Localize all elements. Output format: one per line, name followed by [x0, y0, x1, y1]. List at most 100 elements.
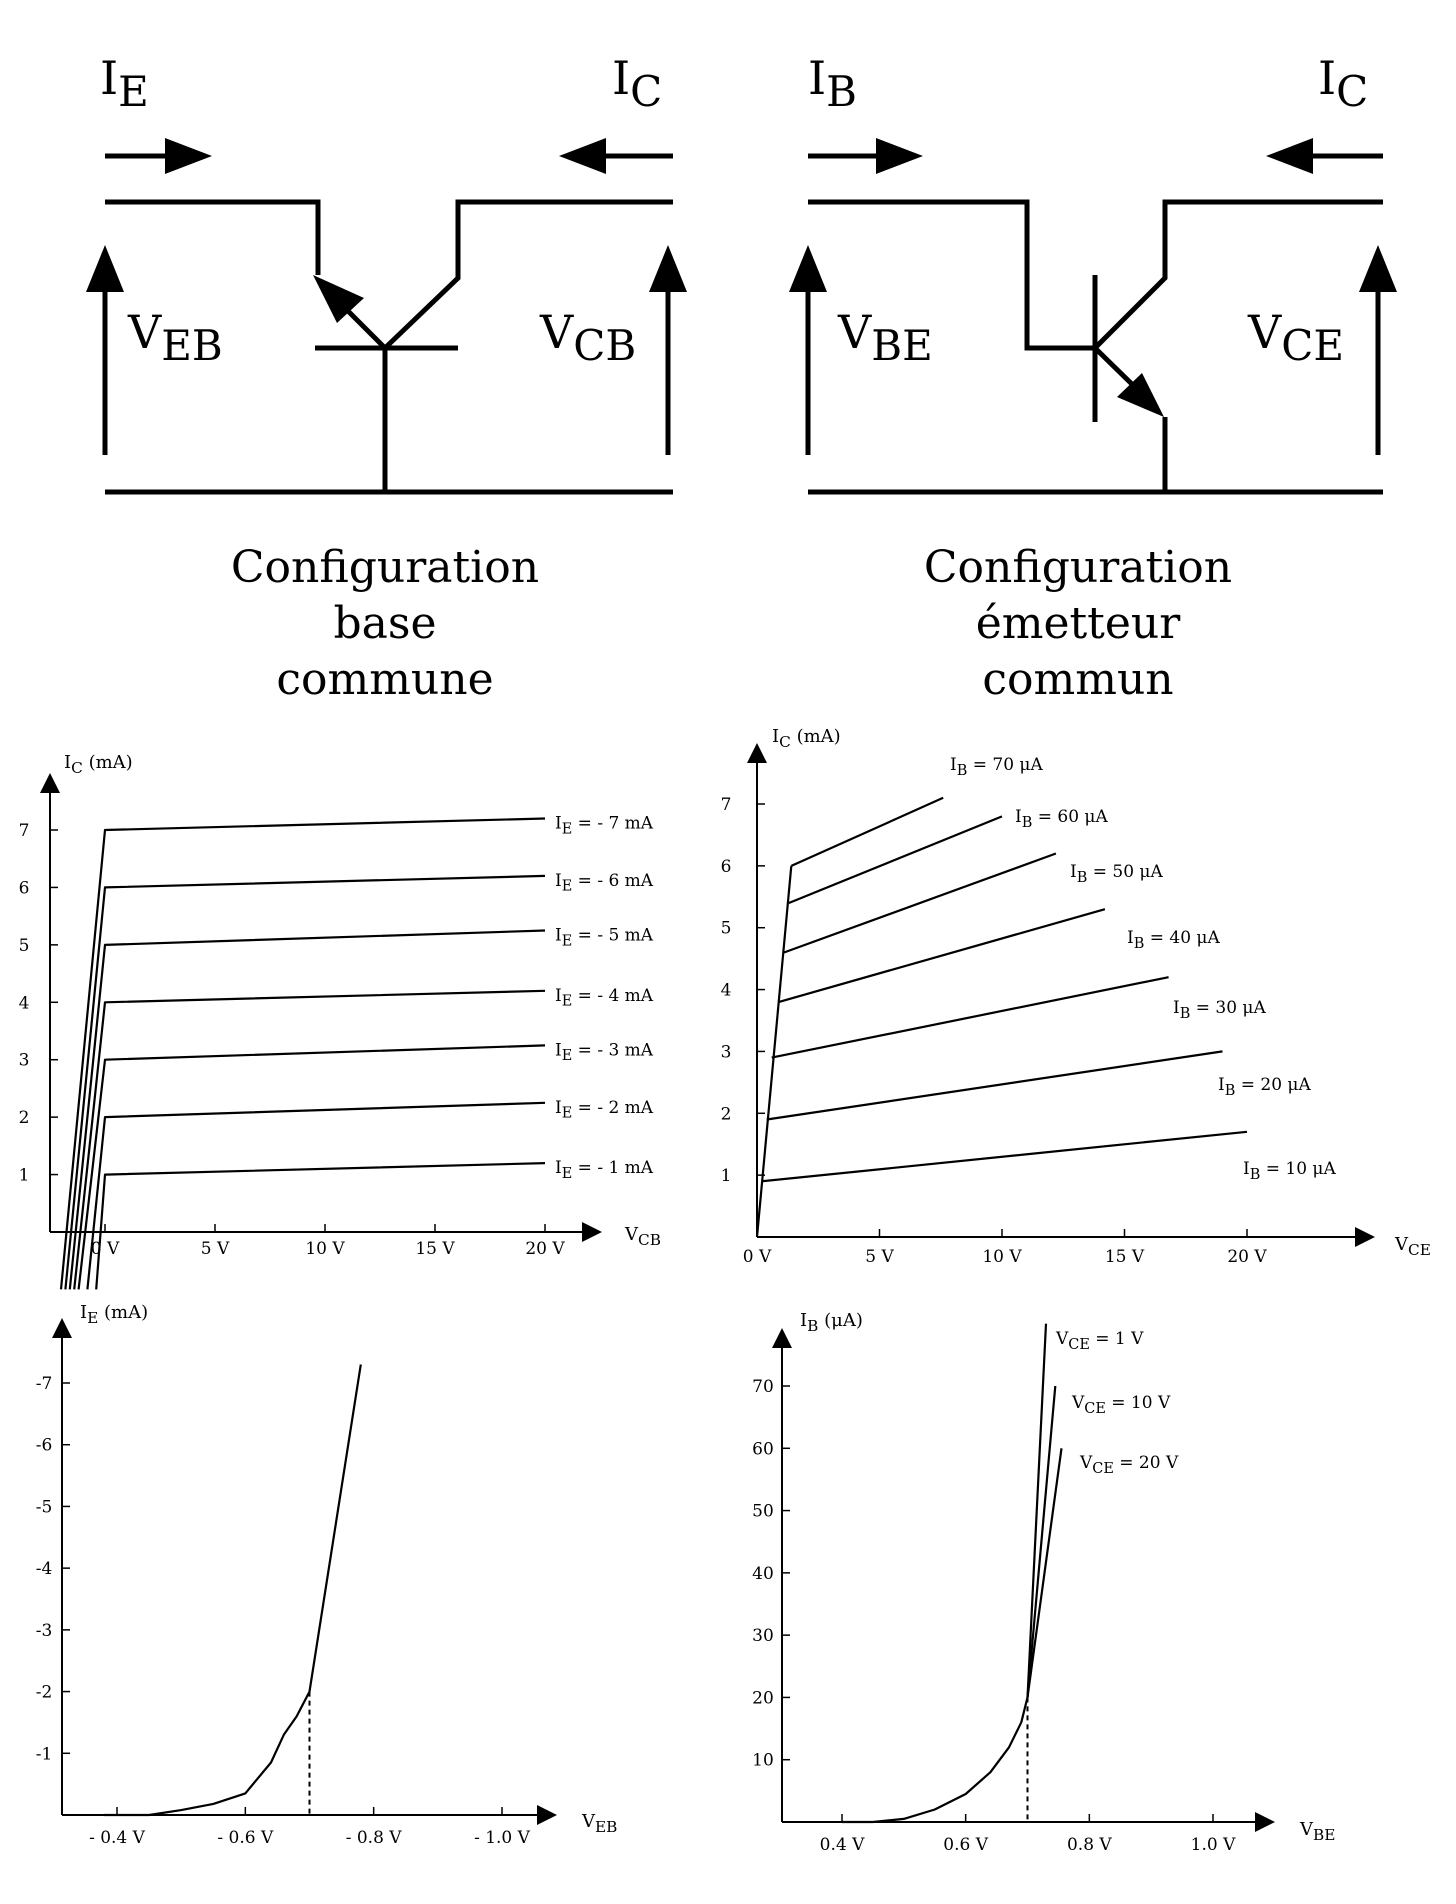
- y-axis-label: IE (mA): [80, 1302, 148, 1327]
- y-tick-label: 10: [752, 1751, 774, 1771]
- caption-line: Configuration: [230, 542, 540, 593]
- collector-wire: [383, 199, 673, 350]
- y-tick-label: -5: [36, 1497, 53, 1517]
- x-tick-label: 0.8 V: [1067, 1835, 1112, 1855]
- x-tick-label: 0.6 V: [943, 1835, 988, 1855]
- y-tick-label: 7: [721, 795, 732, 815]
- axis-arrowhead: [40, 773, 60, 793]
- series-label: IB = 60 μA: [1015, 807, 1108, 831]
- x-axis-label: VEB: [581, 1811, 617, 1836]
- x-tick-label: 5 V: [201, 1239, 230, 1259]
- series-line: [778, 908, 1106, 1003]
- common-emitter-schematic: [789, 138, 1397, 495]
- common-base-labels: IE IC VEB VCB: [100, 51, 662, 370]
- series-line: [788, 815, 1003, 905]
- chart-1: 1 2 3 4 5 6 7 0 V 5 V 10 V 15 V 20 V IC (mA) VCB IE = …: [19, 752, 661, 1290]
- y-tick-label: -6: [36, 1436, 53, 1456]
- series-label: VCE = 1 V: [1055, 1329, 1144, 1353]
- series-line: [59, 817, 546, 1290]
- emitter-wire: [105, 199, 321, 275]
- veb-label: VEB: [127, 305, 223, 370]
- x-tick-label: 0 V: [743, 1247, 772, 1267]
- series-line: [761, 1130, 1248, 1183]
- axis-arrowhead: [1355, 1227, 1375, 1247]
- characteristic-charts: 1 2 3 4 5 6 7 0 V 5 V 10 V 15 V 20 V IC (mA) VCB IE = …: [19, 726, 1431, 1855]
- x-tick-label: 10 V: [982, 1247, 1022, 1267]
- series-label: IB = 50 μA: [1070, 862, 1163, 886]
- caption-line: base: [333, 598, 437, 649]
- y-tick-label: 5: [721, 919, 732, 939]
- series-line: [842, 1323, 1048, 1824]
- series-line: [1026, 1385, 1057, 1698]
- caption-line: Configuration: [923, 542, 1233, 593]
- y-tick-label: -3: [36, 1621, 53, 1641]
- y-tick-label: 20: [752, 1688, 774, 1708]
- series-label: IB = 10 μA: [1243, 1159, 1336, 1183]
- x-tick-label: 20 V: [1227, 1247, 1267, 1267]
- series-label: IB = 40 μA: [1127, 928, 1220, 952]
- series-line: [1026, 1448, 1063, 1698]
- x-tick-label: 1.0 V: [1191, 1835, 1236, 1855]
- caption-line: commune: [276, 654, 494, 705]
- y-tick-label: 3: [19, 1051, 30, 1071]
- vce-label: VCE: [1247, 305, 1344, 370]
- y-axis-label: IB (μA): [800, 1310, 863, 1335]
- series-label: IE = - 1 mA: [555, 1158, 654, 1182]
- y-tick-label: 1: [721, 1166, 732, 1186]
- y-tick-label: 4: [19, 993, 30, 1013]
- axis-arrowhead: [772, 1328, 792, 1348]
- axis-arrowhead: [537, 1805, 557, 1825]
- x-axis-label: VCB: [624, 1224, 661, 1249]
- axis-arrowhead: [582, 1222, 602, 1242]
- y-axis-label: IC (mA): [772, 726, 841, 751]
- x-tick-label: 0 V: [91, 1239, 120, 1259]
- y-tick-label: 7: [19, 821, 30, 841]
- x-tick-label: 10 V: [305, 1239, 345, 1259]
- ic-label: IC: [612, 51, 662, 116]
- series-line: [771, 976, 1169, 1059]
- y-tick-label: 40: [752, 1564, 774, 1584]
- y-tick-label: 2: [19, 1108, 30, 1128]
- x-tick-label: - 1.0 V: [474, 1828, 531, 1848]
- series-line: [790, 796, 944, 867]
- caption-line: émetteur: [975, 598, 1181, 649]
- series-line: [766, 1050, 1223, 1121]
- y-tick-label: -1: [36, 1744, 53, 1764]
- y-tick-label: -7: [36, 1374, 53, 1394]
- x-tick-label: 15 V: [1105, 1247, 1145, 1267]
- series-line: [86, 1101, 546, 1290]
- y-tick-label: 70: [752, 1377, 774, 1397]
- y-tick-label: -4: [36, 1559, 53, 1579]
- x-tick-label: - 0.8 V: [346, 1828, 403, 1848]
- common-emitter-labels: IB IC VBE VCE: [808, 51, 1368, 370]
- ib-label: IB: [808, 51, 857, 116]
- series-label: IB = 70 μA: [950, 755, 1043, 779]
- y-tick-label: 60: [752, 1439, 774, 1459]
- chart-2: 1 2 3 4 5 6 7 0 V 5 V 10 V 15 V 20 V IC (mA) VCE IB = …: [721, 726, 1431, 1267]
- series-line: [783, 852, 1057, 954]
- y-tick-label: 6: [19, 878, 30, 898]
- series-label: IE = - 4 mA: [555, 986, 654, 1010]
- x-tick-label: - 0.6 V: [217, 1828, 274, 1848]
- axis-arrowhead: [52, 1318, 72, 1338]
- y-tick-label: 5: [19, 936, 30, 956]
- series-label: IB = 30 μA: [1173, 998, 1266, 1022]
- vcb-label: VCB: [539, 305, 636, 370]
- series-line: [77, 1044, 546, 1290]
- series-label: VCE = 10 V: [1071, 1393, 1171, 1417]
- chart-3: -1 -2 -3 -4 -5 -6 -7 - 0.4 V - 0.6 V - 0.8 V - 1.0…: [36, 1302, 618, 1848]
- caption-common-emitter: Configuration émetteur commun: [878, 540, 1278, 708]
- series-label: IE = - 6 mA: [555, 871, 654, 895]
- collector-wire-ce: [1093, 199, 1383, 350]
- y-tick-label: 6: [721, 857, 732, 877]
- y-tick-label: 50: [752, 1502, 774, 1522]
- axis-arrowhead: [747, 743, 767, 763]
- ie-label: IE: [100, 51, 149, 116]
- ic-label-ce: IC: [1318, 51, 1368, 116]
- axis-arrowhead: [1255, 1812, 1275, 1832]
- y-axis-label: IC (mA): [64, 752, 133, 777]
- caption-common-base: Configuration base commune: [185, 540, 585, 708]
- series-label: IB = 20 μA: [1218, 1075, 1311, 1099]
- series-line: [68, 929, 546, 1290]
